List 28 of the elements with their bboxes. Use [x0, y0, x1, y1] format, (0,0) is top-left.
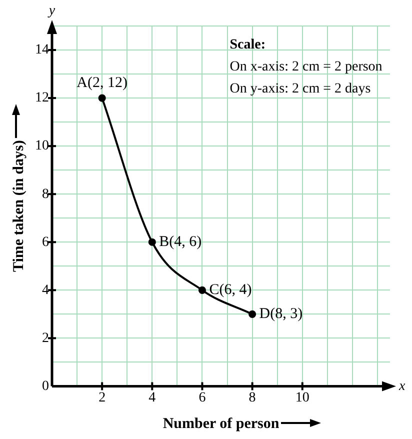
point: [248, 310, 256, 318]
x-tick-label: 2: [98, 390, 106, 406]
y-tick-label: 2: [42, 330, 49, 346]
y-tick-label: 14: [35, 42, 49, 58]
annotation: On x-axis: 2 cm = 2 person: [230, 60, 382, 75]
y-tick-label: 0: [42, 378, 49, 394]
x-tick-label: 6: [198, 390, 206, 406]
annotation: C(6, 4): [209, 282, 252, 298]
x-tick-label: 8: [248, 390, 256, 406]
annotation: D(8, 3): [259, 306, 303, 322]
x-axis-title: Number of person: [162, 416, 280, 432]
annotation: A(2, 12): [76, 74, 128, 91]
x-tick-label: 4: [148, 390, 156, 406]
y-axis-title: Time taken (in days): [10, 140, 27, 272]
annotation: B(4, 6): [159, 234, 202, 250]
point: [148, 238, 156, 246]
annotation: On y-axis: 2 cm = 2 days: [230, 82, 371, 97]
annotation: Scale:: [230, 38, 266, 53]
y-tick-label: 6: [42, 234, 49, 250]
y-tick-label: 10: [35, 138, 49, 154]
x-tick-label: 10: [295, 390, 310, 406]
point: [98, 94, 106, 102]
text: x: [398, 378, 406, 394]
y-tick-label: 4: [42, 282, 49, 298]
text: y: [46, 4, 56, 19]
y-tick-label: 12: [35, 90, 49, 106]
y-tick-label: 8: [42, 186, 49, 202]
point: [198, 286, 206, 294]
